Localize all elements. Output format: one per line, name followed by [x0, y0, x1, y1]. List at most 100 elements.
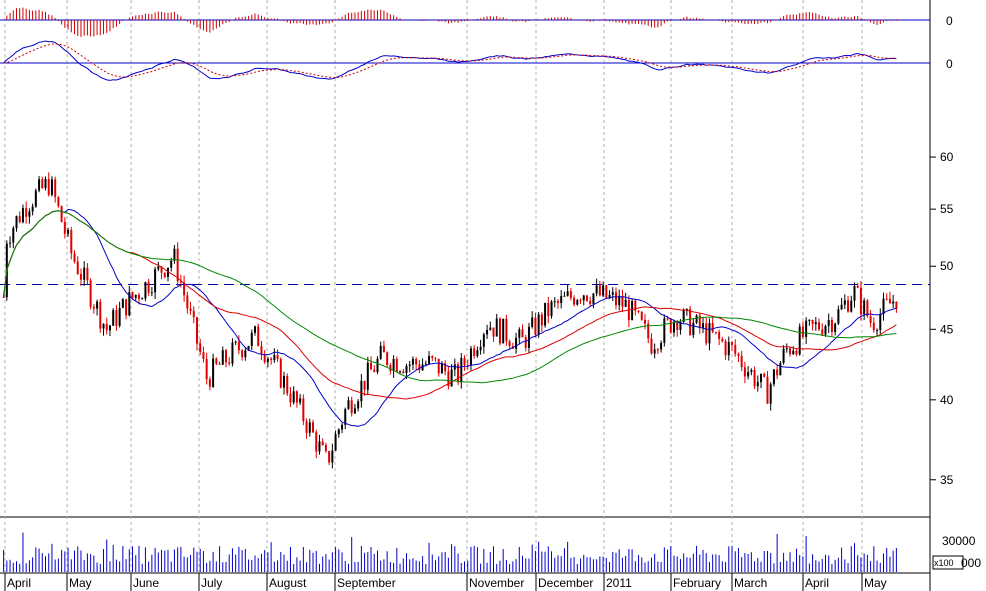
candle-body — [808, 320, 811, 322]
candle-body — [86, 267, 89, 281]
candle-body — [463, 358, 466, 366]
candle-body — [563, 295, 566, 297]
candle-body — [386, 352, 389, 365]
candle-body — [789, 348, 792, 354]
candle-body — [360, 380, 363, 402]
price-tick-label: 40 — [940, 393, 954, 407]
candle-body — [67, 230, 70, 234]
candle-body — [702, 323, 705, 329]
candle-body — [44, 178, 47, 188]
candle-body — [163, 272, 166, 278]
macd-line — [3, 40, 897, 81]
ma-fast-line — [3, 208, 897, 427]
candle-body — [721, 338, 724, 342]
candle-body — [602, 285, 605, 296]
candle-body — [505, 318, 508, 342]
candle-body — [408, 364, 411, 366]
candle-body — [331, 450, 334, 463]
candle-body — [279, 358, 282, 388]
candle-body — [276, 354, 279, 359]
candle-body — [389, 364, 392, 372]
candle-body — [137, 294, 140, 299]
candle-body — [734, 344, 737, 354]
month-label: August — [269, 576, 307, 590]
price-tick-label: 45 — [940, 322, 954, 336]
candle-body — [121, 299, 124, 308]
candle-body — [798, 326, 801, 355]
candle-body — [260, 346, 263, 354]
candle-body — [737, 353, 740, 356]
candle-body — [266, 358, 269, 362]
candle-body — [411, 358, 414, 365]
candle-body — [847, 300, 850, 312]
candle-body — [115, 310, 118, 326]
candle-body — [318, 441, 321, 452]
candle-body — [650, 338, 653, 354]
candle-body — [818, 322, 821, 330]
candle-body — [524, 337, 527, 348]
candle-body — [560, 296, 563, 303]
signal-line — [3, 43, 897, 79]
candle-body — [118, 307, 121, 326]
date-axis: April May June July August September November D… — [0, 572, 930, 591]
candle-body — [321, 441, 324, 446]
candle-body — [805, 320, 808, 337]
candle-body — [695, 315, 698, 323]
candle-body — [195, 317, 198, 344]
candle-body — [431, 356, 434, 358]
volume-scale-box — [932, 555, 964, 570]
candle-body — [718, 332, 721, 339]
candle-body — [183, 282, 186, 296]
candle-body — [834, 323, 837, 332]
candle-body — [495, 318, 498, 337]
candle-body — [315, 432, 318, 452]
candle-body — [892, 301, 895, 304]
candle-body — [473, 348, 476, 357]
candle-body — [395, 358, 398, 372]
candle-body — [179, 281, 182, 283]
candle-body — [666, 318, 669, 320]
candle-body — [782, 348, 785, 363]
month-label: September — [337, 576, 396, 590]
candle-body — [415, 358, 418, 365]
candle-body — [186, 295, 189, 309]
candle-body — [366, 362, 369, 390]
candle-body — [750, 370, 753, 373]
candle-body — [801, 326, 804, 337]
candle-body — [576, 300, 579, 305]
candle-body — [450, 369, 453, 387]
candle-body — [869, 316, 872, 323]
candle-body — [234, 341, 237, 343]
candle-body — [154, 269, 157, 293]
candle-body — [840, 304, 843, 310]
candle-body — [669, 318, 672, 333]
candle-body — [550, 301, 553, 317]
candle-body — [527, 326, 530, 348]
candle-body — [660, 342, 663, 350]
candle-body — [241, 350, 244, 358]
candle-body — [679, 322, 682, 330]
candle-body — [457, 364, 460, 383]
candle-body — [585, 295, 588, 301]
candle-body — [502, 318, 505, 344]
candle-body — [621, 295, 624, 307]
candle-body — [708, 323, 711, 344]
candle-body — [237, 341, 240, 351]
candle-body — [128, 291, 131, 316]
candle-body — [302, 398, 305, 422]
candle-body — [60, 206, 63, 223]
candle-body — [212, 358, 215, 387]
candle-body — [540, 314, 543, 326]
candle-body — [544, 302, 547, 326]
candle-body — [70, 230, 73, 254]
candle-body — [582, 295, 585, 301]
right-axis: 0 0 60 55 50 45 40 35 30000 x100 000 — [929, 0, 981, 591]
candle-body — [218, 363, 221, 365]
price-panel — [0, 172, 930, 469]
candle-body — [73, 253, 76, 262]
candle-body — [772, 369, 775, 385]
candle-body — [866, 300, 869, 317]
candle-body — [498, 318, 501, 344]
